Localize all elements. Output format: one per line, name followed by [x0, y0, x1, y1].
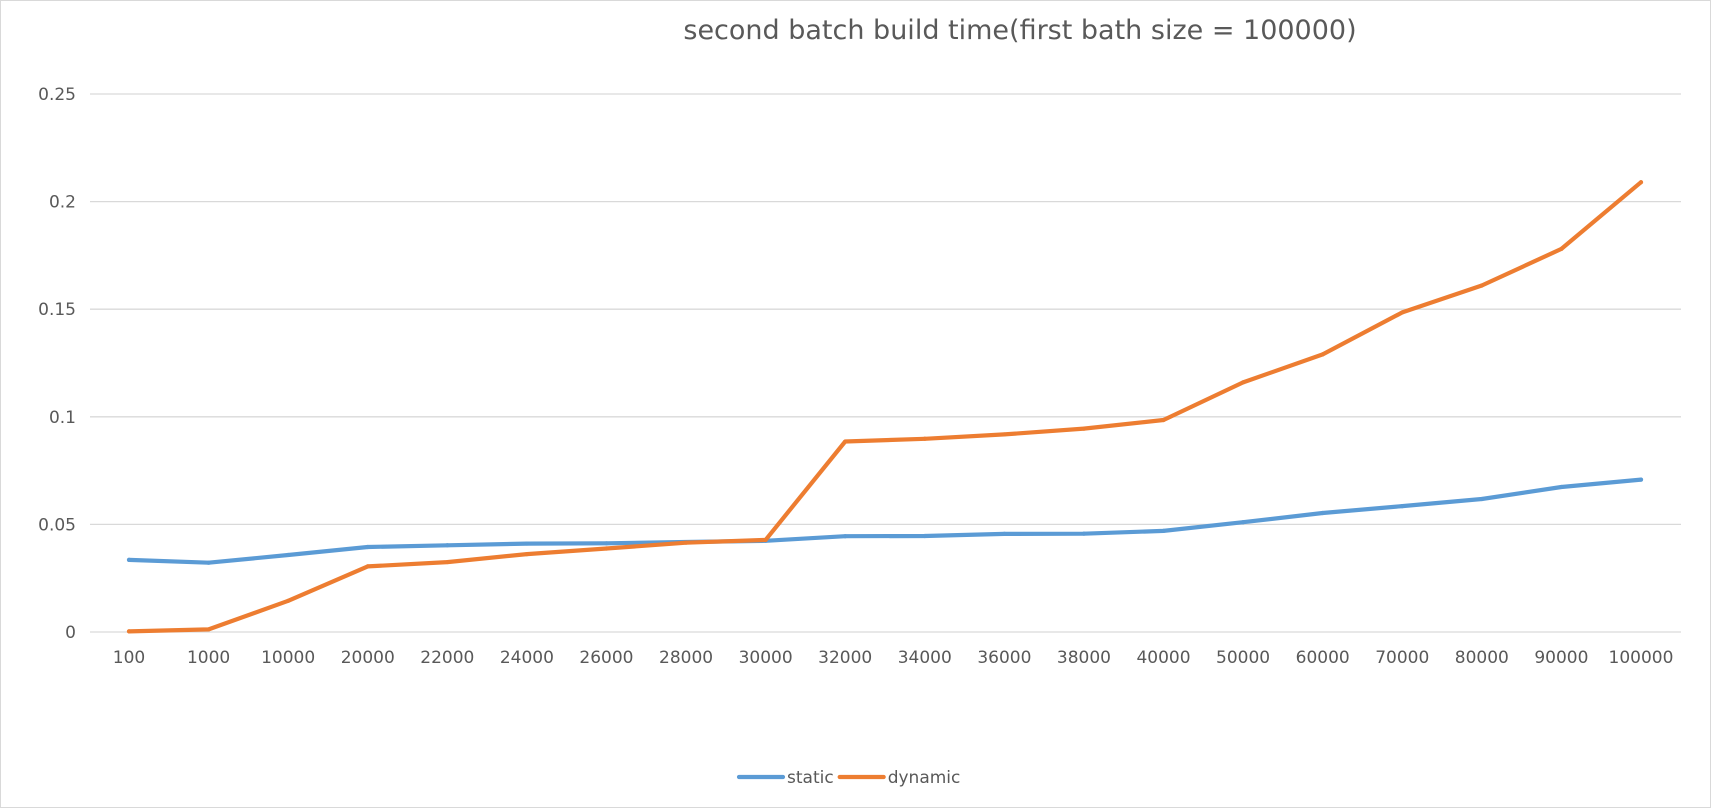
- data-point-static: [126, 557, 132, 563]
- x-tick-label: 90000: [1534, 648, 1588, 668]
- x-tick-label: 32000: [818, 648, 872, 668]
- y-tick-label: 0: [65, 623, 76, 643]
- x-tick-label: 80000: [1455, 648, 1509, 668]
- data-point-dynamic: [763, 537, 768, 542]
- data-point-dynamic: [126, 629, 132, 634]
- data-point-dynamic: [1241, 380, 1246, 385]
- series-layer: [126, 180, 1644, 634]
- data-point-static: [1081, 531, 1087, 536]
- data-point-static: [1320, 510, 1325, 516]
- data-point-dynamic: [365, 564, 370, 569]
- data-point-dynamic: [206, 627, 211, 632]
- x-tick-label: 26000: [579, 648, 633, 668]
- y-tick-label: 0.05: [38, 515, 76, 535]
- y-tick-label: 0.25: [38, 85, 76, 105]
- data-point-dynamic: [445, 559, 450, 565]
- data-point-dynamic: [1638, 180, 1644, 185]
- x-axis-ticks: 100 1000 10000 20000 22000 24000 26000 28000 300…: [113, 648, 1674, 668]
- x-tick-label: 50000: [1216, 648, 1270, 668]
- x-tick-label: 38000: [1057, 648, 1111, 668]
- series-static: [126, 477, 1644, 565]
- x-tick-label: 10000: [261, 648, 315, 668]
- data-point-dynamic: [1081, 426, 1087, 431]
- legend: static dynamic: [736, 768, 961, 788]
- x-tick-label: 1000: [187, 648, 230, 668]
- grid-layer: [90, 93, 1681, 633]
- data-point-dynamic: [286, 598, 291, 603]
- x-tick-label: 100: [113, 648, 145, 668]
- x-tick-label: 30000: [739, 648, 793, 668]
- data-point-static: [1479, 496, 1484, 502]
- x-tick-label: 70000: [1375, 648, 1429, 668]
- data-point-static: [445, 543, 450, 548]
- data-point-static: [1638, 477, 1644, 482]
- legend-label: static: [787, 768, 834, 788]
- data-point-static: [365, 544, 370, 550]
- x-tick-label: 28000: [659, 648, 713, 668]
- data-point-dynamic: [1400, 310, 1405, 315]
- x-tick-label: 40000: [1136, 648, 1190, 668]
- x-tick-label: 22000: [420, 648, 474, 668]
- data-point-static: [286, 552, 291, 558]
- data-point-static: [922, 533, 927, 539]
- x-tick-label: 34000: [898, 648, 952, 668]
- x-tick-label: 100000: [1609, 648, 1674, 668]
- data-point-static: [1161, 528, 1166, 533]
- data-point-static: [604, 541, 609, 546]
- x-tick-label: 20000: [341, 648, 395, 668]
- data-point-static: [1002, 531, 1007, 536]
- data-point-dynamic: [524, 551, 529, 557]
- x-tick-label: 60000: [1296, 648, 1350, 668]
- data-point-static: [1241, 520, 1246, 525]
- chart-title: second batch build time(first bath size …: [683, 15, 1356, 46]
- y-tick-label: 0.1: [49, 408, 76, 428]
- data-point-dynamic: [604, 546, 609, 551]
- legend-item-static: static: [736, 768, 834, 788]
- data-point-dynamic: [1002, 432, 1007, 437]
- data-point-dynamic: [1161, 417, 1166, 423]
- data-point-static: [1559, 484, 1564, 490]
- legend-item-dynamic: dynamic: [837, 768, 961, 788]
- data-point-dynamic: [843, 439, 848, 444]
- legend-label: dynamic: [888, 768, 961, 788]
- data-point-static: [1400, 504, 1405, 509]
- y-tick-label: 0.2: [49, 193, 76, 213]
- data-point-dynamic: [1559, 246, 1564, 252]
- series-line-static: [126, 477, 1644, 565]
- series-dynamic: [126, 180, 1644, 634]
- y-axis-ticks: 0 0.05 0.1 0.15 0.2 0.25: [38, 85, 76, 643]
- data-point-dynamic: [683, 540, 689, 545]
- data-point-dynamic: [1479, 283, 1484, 288]
- data-point-static: [524, 541, 529, 546]
- data-point-static: [206, 560, 211, 565]
- data-point-dynamic: [1320, 352, 1325, 357]
- x-tick-label: 36000: [977, 648, 1031, 668]
- data-point-dynamic: [922, 436, 927, 441]
- series-line-dynamic: [126, 180, 1644, 634]
- data-point-static: [843, 534, 848, 539]
- x-tick-label: 24000: [500, 648, 554, 668]
- y-tick-label: 0.15: [38, 300, 76, 320]
